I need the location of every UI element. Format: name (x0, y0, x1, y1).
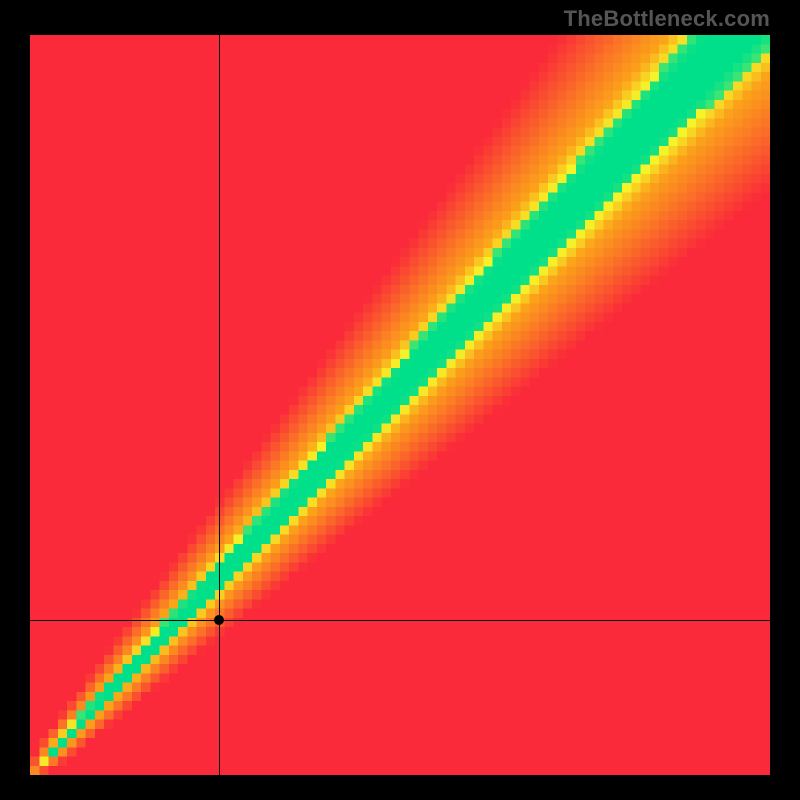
attribution-text: TheBottleneck.com (564, 6, 770, 32)
figure-container: TheBottleneck.com (0, 0, 800, 800)
bottleneck-heatmap (30, 35, 770, 775)
crosshair-marker (214, 615, 224, 625)
crosshair-horizontal (30, 620, 770, 621)
plot-area (30, 35, 770, 775)
crosshair-vertical (219, 35, 220, 775)
